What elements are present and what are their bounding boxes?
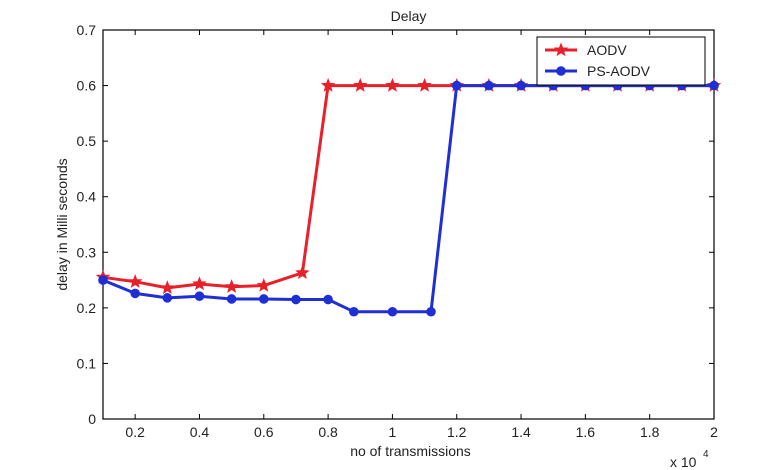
series-line-ps-aodv — [102, 84, 714, 314]
data-point-ps-aodv — [484, 80, 494, 91]
data-point-ps-aodv — [387, 306, 398, 317]
legend-item-ps-aodv: PS-AODV — [545, 63, 651, 79]
x-axis: 0.2 0.4 0.6 0.8 1 1.2 1.4 1.6 1.8 2 — [125, 30, 718, 440]
data-point-aodv — [224, 279, 239, 293]
y-tick-label: 0.2 — [77, 300, 97, 316]
x-axis-multiplier: x 10 4 — [670, 449, 709, 470]
chart-title: Delay — [391, 8, 427, 24]
data-point-aodv — [320, 77, 336, 92]
data-point-aodv — [295, 265, 310, 280]
data-point-ps-aodv — [323, 294, 333, 305]
x-tick-label: 0.2 — [125, 424, 145, 440]
data-point-aodv — [192, 276, 207, 291]
data-point-ps-aodv — [291, 294, 301, 305]
y-axis-label: delay in Milli seconds — [54, 158, 70, 290]
y-tick-label: 0.4 — [77, 189, 97, 205]
data-point-ps-aodv — [130, 288, 140, 299]
legend-marker — [553, 42, 569, 57]
data-point-aodv — [256, 278, 272, 292]
x-multiplier-base: x 10 — [670, 454, 697, 470]
data-point-ps-aodv — [162, 293, 173, 303]
data-point-aodv — [385, 77, 400, 92]
data-point-aodv — [160, 280, 175, 295]
data-point-ps-aodv — [226, 294, 237, 304]
x-tick-label: 1.8 — [640, 424, 660, 440]
y-tick-label: 0.3 — [77, 244, 97, 260]
plot-area-frame — [102, 29, 715, 420]
data-point-aodv — [417, 77, 432, 92]
y-tick-label: 0 — [88, 411, 96, 427]
x-tick-label: 0.8 — [318, 424, 338, 440]
x-tick-label: 1 — [389, 424, 397, 440]
data-point-ps-aodv — [516, 80, 526, 91]
data-point-ps-aodv — [194, 291, 205, 301]
data-point-ps-aodv — [709, 80, 719, 91]
legend-label: PS-AODV — [587, 63, 651, 79]
legend-label: AODV — [587, 42, 627, 58]
legend-marker — [556, 66, 566, 76]
y-axis: 0 0.1 0.2 0.3 0.4 0.5 0.6 0.7 — [77, 22, 714, 427]
x-tick-label: 1.4 — [511, 424, 531, 440]
x-axis-label: no of transmissions — [350, 443, 471, 459]
x-tick-label: 1.6 — [576, 424, 596, 440]
x-multiplier-exponent: 4 — [703, 449, 709, 460]
y-tick-label: 0.5 — [77, 133, 97, 149]
data-point-aodv — [353, 77, 368, 92]
data-point-ps-aodv — [349, 306, 359, 317]
legend: AODV PS-AODV — [536, 36, 706, 86]
data-point-ps-aodv — [258, 294, 269, 304]
x-tick-label: 2 — [710, 424, 718, 440]
data-point-aodv — [127, 274, 143, 288]
data-point-ps-aodv — [426, 306, 436, 317]
legend-box — [536, 36, 706, 86]
y-tick-label: 0.6 — [77, 78, 97, 94]
x-tick-label: 0.6 — [254, 424, 274, 440]
y-tick-label: 0.7 — [77, 22, 97, 38]
legend-item-aodv: AODV — [545, 42, 627, 58]
y-tick-label: 0.1 — [77, 355, 97, 371]
x-tick-label: 1.2 — [447, 424, 467, 440]
data-point-ps-aodv — [451, 80, 462, 91]
data-point-ps-aodv — [98, 275, 108, 285]
x-tick-label: 0.4 — [190, 424, 210, 440]
